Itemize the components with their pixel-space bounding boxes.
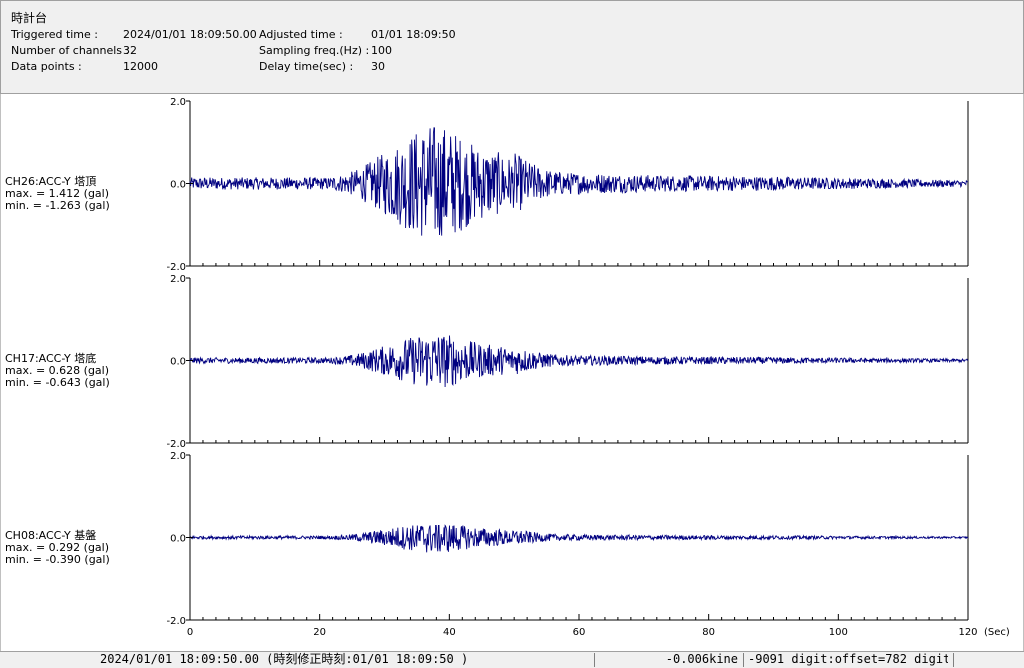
x-tick-label: 0 xyxy=(187,627,193,638)
waveform-line xyxy=(189,524,969,553)
status-separator xyxy=(594,653,595,667)
x-tick-label: 20 xyxy=(313,627,326,638)
x-unit-label: (Sec) xyxy=(984,627,1010,638)
y-tick-label: -2.0 xyxy=(166,616,186,627)
channel-label-0: CH26:ACC-Y 塔頂 max. = 1.412 (gal) min. = … xyxy=(5,176,110,212)
status-separator xyxy=(953,653,954,667)
y-tick-label: 0.0 xyxy=(170,180,186,191)
y-tick-label: -2.0 xyxy=(166,262,186,273)
waveform-line xyxy=(189,127,968,236)
channel-min: min. = -0.390 (gal) xyxy=(5,553,110,566)
y-tick-label: 0.0 xyxy=(170,357,186,368)
delay-value: 30 xyxy=(371,60,385,73)
delay-label: Delay time(sec) : xyxy=(259,60,354,73)
status-separator xyxy=(743,653,744,667)
channel-min: min. = -0.643 (gal) xyxy=(5,376,110,389)
waveform-line xyxy=(189,335,969,388)
datapoints-value: 12000 xyxy=(123,60,158,73)
station-title: 時計台 xyxy=(11,11,48,25)
x-tick-label: 60 xyxy=(573,627,586,638)
sampling-value: 100 xyxy=(371,44,392,57)
status-bar: 2024/01/01 18:09:50.00 (時刻修正時刻:01/01 18:… xyxy=(0,651,1024,668)
channels-value: 32 xyxy=(123,44,137,57)
status-digit: -9091 digit:offset=782 digit xyxy=(748,652,948,666)
x-tick-label: 40 xyxy=(443,627,456,638)
waveform-chart: 2.00.0-2.02.00.0-2.02.00.0-2.00 20 40 60 80 1… xyxy=(166,97,1010,638)
channel-min: min. = -1.263 (gal) xyxy=(5,199,110,212)
datapoints-label: Data points : xyxy=(11,60,82,73)
x-tick-label: 100 xyxy=(829,627,848,638)
x-tick-label: 80 xyxy=(702,627,715,638)
y-tick-label: 2.0 xyxy=(170,451,186,462)
y-tick-label: -2.0 xyxy=(166,439,186,450)
channel-max: max. = 1.412 (gal) xyxy=(5,187,110,200)
channels-label: Number of channels : xyxy=(11,44,130,57)
y-tick-label: 0.0 xyxy=(170,534,186,545)
triggered-time-label: Triggered time : xyxy=(11,28,98,41)
record-info-header: 時計台 Triggered time : 2024/01/01 18:09:50… xyxy=(0,0,1024,94)
sampling-label: Sampling freq.(Hz) : xyxy=(259,44,370,57)
y-tick-label: 2.0 xyxy=(170,274,186,285)
channel-label-1: CH17:ACC-Y 塔底 max. = 0.628 (gal) min. = … xyxy=(5,353,110,389)
triggered-time-value: 2024/01/01 18:09:50.00 xyxy=(123,28,257,41)
channel-name: CH26:ACC-Y 塔頂 xyxy=(5,175,97,188)
adjusted-time-value: 01/01 18:09:50 xyxy=(371,28,456,41)
status-velocity: -0.006kine xyxy=(665,652,738,666)
adjusted-time-label: Adjusted time : xyxy=(259,28,343,41)
channel-max: max. = 0.292 (gal) xyxy=(5,541,110,554)
y-tick-label: 2.0 xyxy=(170,97,186,108)
channel-max: max. = 0.628 (gal) xyxy=(5,364,110,377)
channel-label-2: CH08:ACC-Y 基盤 max. = 0.292 (gal) min. = … xyxy=(5,530,110,566)
x-tick-label: 120 xyxy=(958,627,977,638)
waveform-plot-area[interactable]: 2.0 0.0 -2.0 2.0 0.0 -2.0 2.0 0.0 -2.0 0 20 40 60 80 1… xyxy=(0,94,1024,651)
channel-name: CH17:ACC-Y 塔底 xyxy=(5,352,97,365)
status-time: 2024/01/01 18:09:50.00 (時刻修正時刻:01/01 18:… xyxy=(100,652,469,666)
channel-name: CH08:ACC-Y 基盤 xyxy=(5,529,97,542)
